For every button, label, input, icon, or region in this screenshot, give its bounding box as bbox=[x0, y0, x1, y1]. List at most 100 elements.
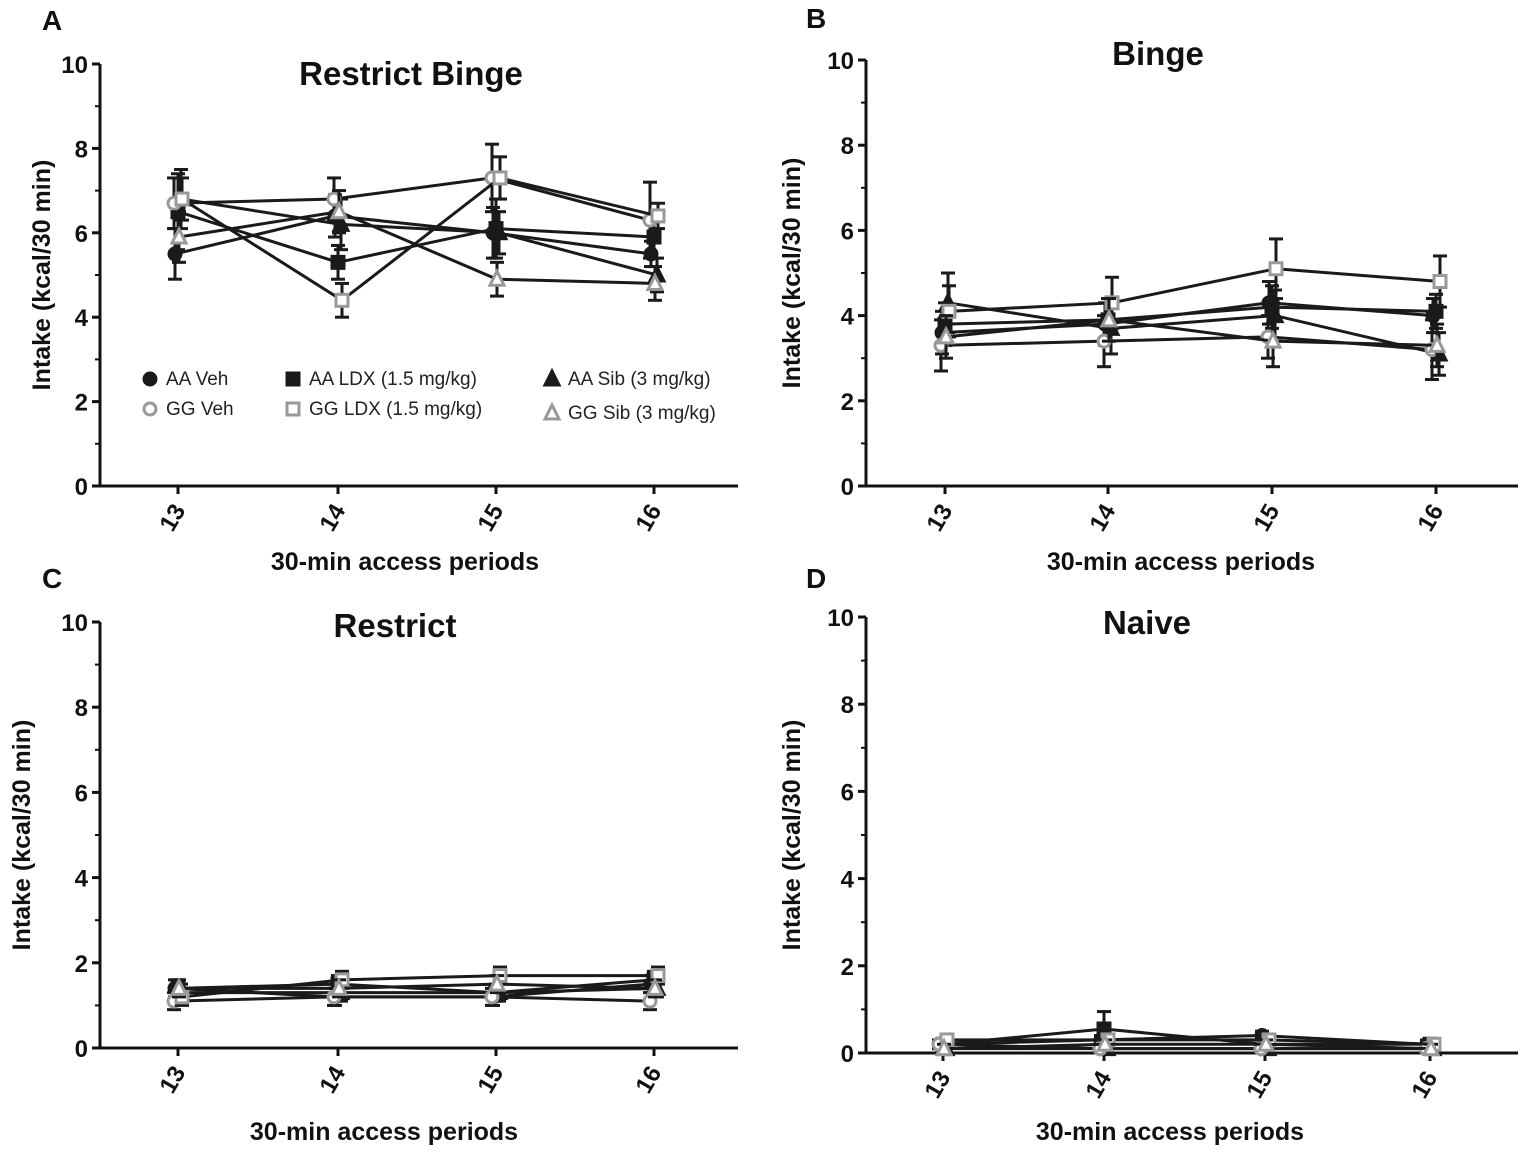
data-point bbox=[1268, 261, 1284, 277]
legend-label: GG Veh bbox=[166, 399, 234, 420]
data-point bbox=[1432, 274, 1448, 290]
data-point bbox=[330, 254, 346, 270]
y-tick-label: 2 bbox=[841, 954, 854, 981]
series-line bbox=[945, 318, 1438, 347]
data-point bbox=[934, 1037, 954, 1057]
x-tick-label: 16 bbox=[1412, 500, 1449, 537]
series-line bbox=[173, 995, 651, 1003]
series-line bbox=[947, 1038, 1435, 1046]
legend: AA Veh AA LDX (1.5 mg/kg) AA Sib (3 mg/kg)… bbox=[142, 367, 716, 424]
x-tick-label: 16 bbox=[630, 1062, 667, 1099]
panel-d: D Naive 0 2 4 6 8 10 13 14 15 16 30-min access perio… bbox=[778, 563, 1518, 1146]
y-tick-label: 8 bbox=[841, 692, 854, 719]
panel-a: A Restrict Binge 0 2 4 6 8 10 13 14 15 16 30-min acc… bbox=[28, 5, 738, 576]
legend-marker bbox=[285, 401, 301, 417]
x-tick-label: 15 bbox=[1241, 1067, 1278, 1104]
y-tick-label: 0 bbox=[841, 1041, 854, 1068]
chart-title: Naive bbox=[1103, 604, 1191, 641]
x-tick-label: 13 bbox=[154, 1062, 191, 1099]
series-gg-veh bbox=[166, 142, 658, 260]
data-point bbox=[1263, 329, 1283, 349]
legend-marker bbox=[142, 371, 158, 387]
x-tick-label: 15 bbox=[1248, 500, 1285, 537]
data-point bbox=[169, 225, 189, 245]
y-tick-label: 2 bbox=[75, 951, 88, 978]
legend-item: AA Veh bbox=[142, 369, 228, 390]
x-axis-label: 30-min access periods bbox=[1047, 548, 1315, 576]
y-tick-label: 0 bbox=[75, 474, 88, 501]
series-line bbox=[943, 1042, 1432, 1051]
legend-label: GG Sib (3 mg/kg) bbox=[568, 403, 716, 424]
data-point bbox=[936, 325, 956, 345]
y-tick-label: 10 bbox=[61, 52, 88, 79]
x-tick-label: 16 bbox=[1406, 1067, 1443, 1104]
data-point bbox=[492, 170, 508, 186]
legend-item: GG LDX (1.5 mg/kg) bbox=[285, 399, 482, 420]
series-line bbox=[178, 210, 656, 285]
y-axis-label: Intake (kcal/30 min) bbox=[778, 158, 806, 389]
x-tick-label: 13 bbox=[154, 500, 191, 537]
data-point bbox=[650, 208, 666, 224]
y-tick-label: 4 bbox=[841, 867, 855, 894]
x-tick-label: 13 bbox=[919, 1067, 956, 1104]
y-tick-label: 10 bbox=[827, 48, 854, 75]
y-axis-label: Intake (kcal/30 min) bbox=[778, 720, 806, 951]
legend-item: AA Sib (3 mg/kg) bbox=[542, 367, 711, 390]
y-tick-label: 6 bbox=[75, 780, 88, 807]
x-tick-label: 14 bbox=[1080, 1066, 1117, 1103]
data-point bbox=[645, 272, 665, 291]
series-aa-sib-3-mg-kg bbox=[938, 271, 1449, 377]
legend-item: GG Sib (3 mg/kg) bbox=[542, 401, 716, 424]
series-line bbox=[944, 305, 1437, 326]
y-tick-label: 6 bbox=[841, 218, 854, 245]
legend-label: AA LDX (1.5 mg/kg) bbox=[309, 369, 477, 390]
data-point bbox=[334, 292, 350, 308]
legend-marker bbox=[542, 367, 562, 387]
y-axis-label: Intake (kcal/30 min) bbox=[28, 160, 56, 391]
series-line bbox=[180, 197, 658, 277]
y-tick-label: 8 bbox=[75, 695, 88, 722]
series-gg-sib-3-mg-kg bbox=[936, 297, 1447, 369]
x-tick-label: 15 bbox=[472, 1062, 509, 1099]
y-axis-label: Intake (kcal/30 min) bbox=[8, 720, 36, 951]
data-point bbox=[487, 972, 507, 992]
legend-marker bbox=[542, 401, 562, 421]
x-tick-label: 14 bbox=[314, 1061, 351, 1098]
y-tick-label: 2 bbox=[841, 389, 854, 416]
data-point bbox=[329, 977, 349, 996]
legend-item: AA LDX (1.5 mg/kg) bbox=[285, 369, 477, 390]
data-point bbox=[489, 221, 509, 241]
series-gg-sib-3-mg-kg bbox=[934, 1032, 1441, 1057]
panel-c: C Restrict 0 2 4 6 8 10 13 14 15 16 30-min access pe… bbox=[8, 563, 738, 1146]
legend-label: GG LDX (1.5 mg/kg) bbox=[309, 399, 482, 420]
y-tick-label: 2 bbox=[75, 390, 88, 417]
legend-marker bbox=[142, 401, 158, 417]
series-gg-sib-3-mg-kg bbox=[169, 189, 665, 302]
x-tick-label: 15 bbox=[472, 500, 509, 537]
panel-letter: C bbox=[42, 563, 62, 594]
data-point bbox=[645, 977, 665, 996]
legend-item: GG Veh bbox=[142, 399, 234, 420]
series-gg-ldx-1-5-mg-kg bbox=[174, 155, 666, 319]
series-line bbox=[947, 301, 1440, 356]
data-point bbox=[1427, 334, 1447, 353]
y-tick-label: 4 bbox=[75, 305, 89, 332]
series-line bbox=[181, 986, 658, 995]
data-point bbox=[174, 191, 190, 207]
x-tick-label: 16 bbox=[630, 500, 667, 537]
chart-title: Binge bbox=[1112, 35, 1204, 72]
chart-title: Restrict Binge bbox=[299, 55, 523, 92]
chart-title: Restrict bbox=[334, 607, 457, 644]
data-point bbox=[487, 267, 507, 287]
legend-label: AA Sib (3 mg/kg) bbox=[568, 369, 711, 390]
panel-letter: D bbox=[806, 563, 826, 594]
series-line bbox=[948, 267, 1441, 313]
series-line bbox=[173, 176, 651, 222]
x-axis-label: 30-min access periods bbox=[250, 1118, 518, 1146]
y-tick-label: 0 bbox=[841, 474, 854, 501]
series-gg-veh bbox=[933, 314, 1440, 381]
y-tick-label: 8 bbox=[841, 133, 854, 160]
data-point bbox=[329, 200, 349, 220]
y-tick-label: 8 bbox=[75, 136, 88, 163]
series-gg-sib-3-mg-kg bbox=[169, 972, 665, 999]
